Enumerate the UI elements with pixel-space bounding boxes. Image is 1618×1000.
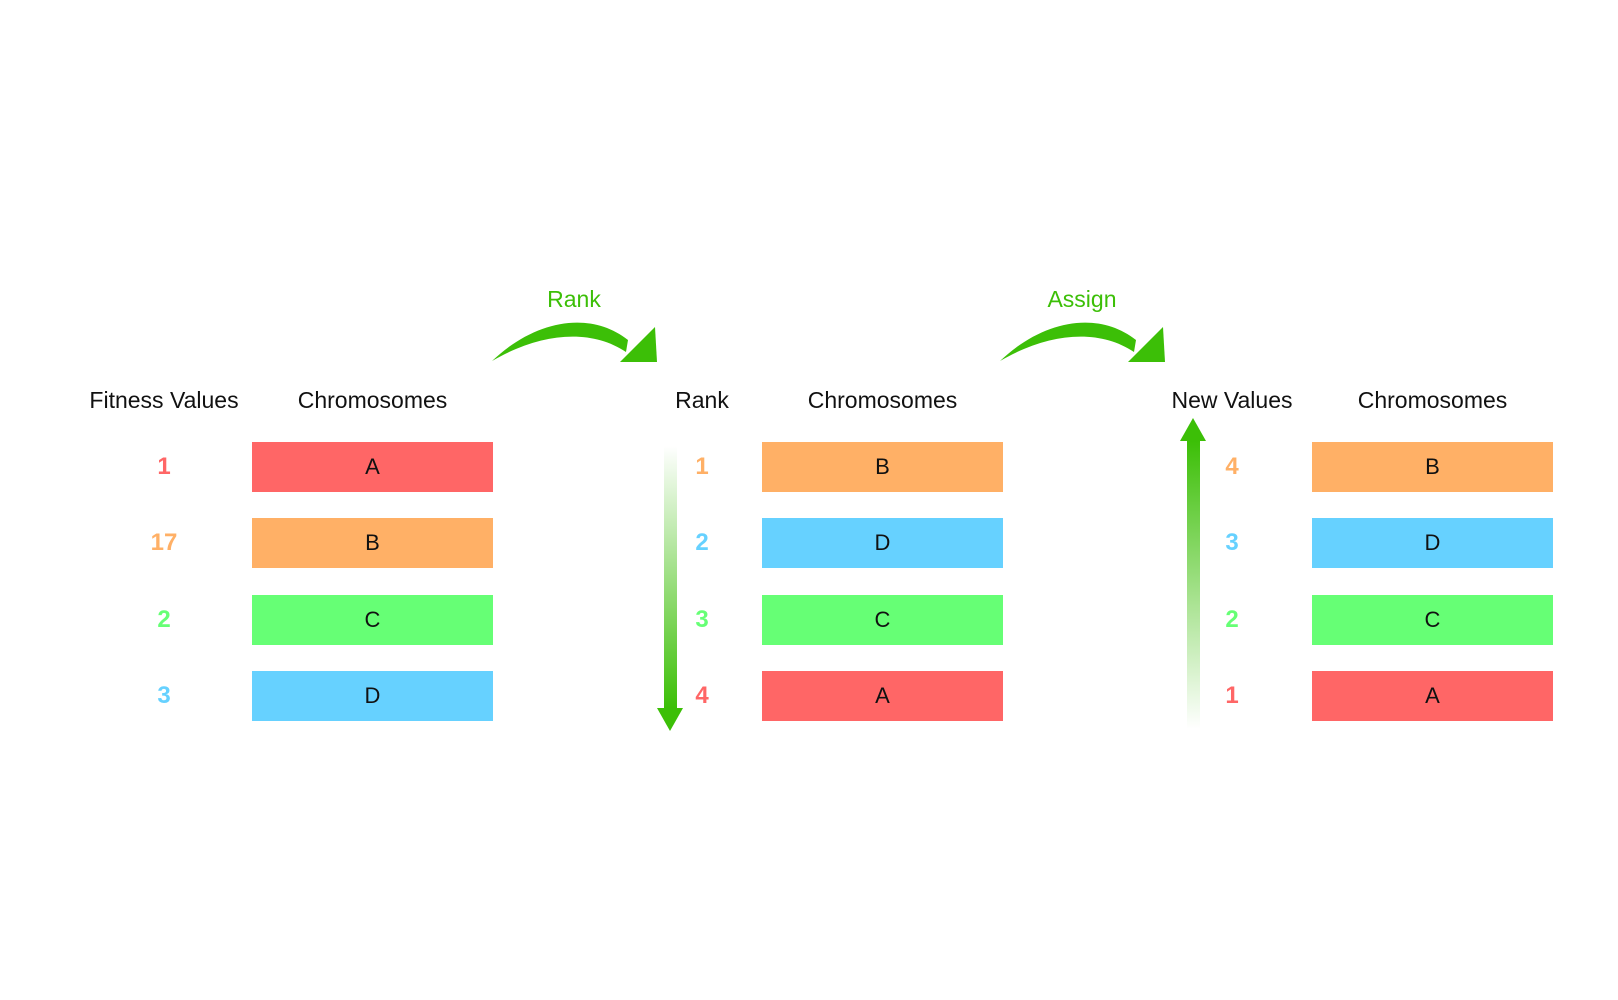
chromosome-box: D (1312, 518, 1553, 568)
chromosome-box: C (252, 595, 493, 645)
new-value: 3 (1225, 529, 1239, 556)
chromosome-box: C (1312, 595, 1553, 645)
fitness-values-header: Fitness Values (89, 387, 239, 413)
new-value: 2 (1225, 606, 1239, 633)
rank-curved-arrow (492, 322, 657, 362)
rank-down-arrow (657, 446, 683, 731)
rank-value: 1 (695, 453, 709, 480)
fitness-value: 2 (157, 606, 171, 633)
fitness-value: 17 (150, 529, 178, 556)
rank-value: 3 (695, 606, 709, 633)
chromosomes-header: Chromosomes (1357, 387, 1508, 413)
assign-step-label: Assign (1047, 286, 1117, 312)
chromosome-box: C (762, 595, 1003, 645)
fitness-value: 1 (157, 453, 171, 480)
new-value: 4 (1225, 453, 1239, 480)
chromosome-box: D (252, 671, 493, 721)
rank-header: Rank (675, 387, 729, 413)
chromosome-box: A (762, 671, 1003, 721)
chromosome-box: B (762, 442, 1003, 492)
new-values-header: New Values (1171, 387, 1293, 413)
assign-curved-arrow (1000, 322, 1165, 362)
rank-step-label: Rank (547, 286, 601, 312)
value-up-arrow (1180, 418, 1206, 729)
chromosome-box: B (1312, 442, 1553, 492)
new-value: 1 (1225, 682, 1239, 709)
chromosome-box: B (252, 518, 493, 568)
chromosome-box: D (762, 518, 1003, 568)
rank-value: 4 (695, 682, 709, 709)
chromosomes-header: Chromosomes (807, 387, 958, 413)
chromosome-box: A (252, 442, 493, 492)
rank-value: 2 (695, 529, 709, 556)
chromosomes-header: Chromosomes (297, 387, 448, 413)
chromosome-box: A (1312, 671, 1553, 721)
fitness-value: 3 (157, 682, 171, 709)
